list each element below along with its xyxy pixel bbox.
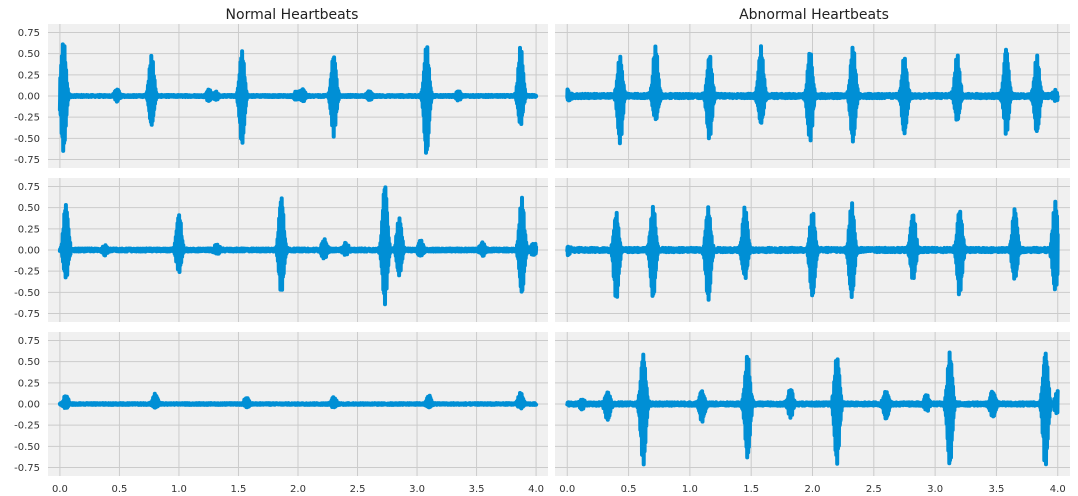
subplot-normal-row-1: 0.75 0.50 0.25 0.00 -0.25 -0.50 -0.75: [14, 24, 548, 168]
y-tick-label: 0.25: [18, 70, 40, 81]
y-tick-label: -0.25: [14, 113, 40, 124]
y-tick-label: 0.50: [18, 357, 40, 368]
x-tick-label: 0.0: [559, 484, 575, 495]
subplot-grid: 0.750.500.250.00-0.25-0.50-0.750.750.500…: [14, 24, 1070, 495]
x-tick-label: 1.5: [231, 484, 247, 495]
x-tick-label: 2.0: [290, 484, 306, 495]
title-abnormal-heartbeats: Abnormal Heartbeats: [739, 7, 889, 23]
y-tick-label: -0.25: [14, 421, 40, 432]
waveform-line: [57, 42, 539, 155]
x-tick-label: 0.5: [111, 484, 127, 495]
subplot-abnormal-row-1: [555, 24, 1070, 168]
y-tick-label: -0.25: [14, 267, 40, 278]
x-tick-label: 0.5: [621, 484, 637, 495]
waveform-line: [57, 185, 539, 307]
y-tick-label: -0.75: [14, 309, 40, 320]
y-tick-label: 0.75: [18, 182, 40, 193]
title-normal-heartbeats: Normal Heartbeats: [226, 7, 359, 23]
x-tick-label: 3.0: [409, 484, 425, 495]
x-tick-label: 2.5: [866, 484, 882, 495]
y-tick-label: -0.50: [14, 288, 40, 299]
waveform-line: [57, 391, 539, 411]
y-tick-label: 0.25: [18, 224, 40, 235]
y-tick-label: 0.50: [18, 203, 40, 214]
x-tick-label: 4.0: [528, 484, 544, 495]
x-tick-label: 1.5: [743, 484, 759, 495]
x-tick-label: 3.5: [469, 484, 485, 495]
x-tick-label: 1.0: [171, 484, 187, 495]
y-tick-label: -0.50: [14, 134, 40, 145]
waveform-line: [565, 199, 1060, 302]
y-tick-label: 0.25: [18, 378, 40, 389]
x-tick-label: 4.0: [1050, 484, 1066, 495]
y-tick-label: 0.75: [18, 336, 40, 347]
y-tick-label: 0.75: [18, 28, 40, 39]
y-tick-label: 0.00: [18, 92, 40, 103]
x-tick-label: 1.0: [682, 484, 698, 495]
subplot-normal-row-3: 0.75 0.50 0.25 0.00 -0.25 -0.50 -0.75 0.0 0.5 1.0…: [14, 332, 548, 495]
y-tick-label: 0.50: [18, 49, 40, 60]
subplot-normal-row-2: 0.75 0.50 0.25 0.00 -0.25 -0.50 -0.75: [14, 178, 548, 322]
y-tick-label: -0.50: [14, 442, 40, 453]
x-tick-label: 2.5: [350, 484, 366, 495]
x-tick-label: 3.5: [988, 484, 1004, 495]
subplot-abnormal-row-3: 0.0 0.5 1.0 1.5 2.0 2.5 3.0 3.5 4.0: [555, 332, 1070, 495]
waveform-line: [565, 350, 1060, 467]
x-tick-label: 2.0: [805, 484, 821, 495]
x-tick-label: 3.0: [927, 484, 943, 495]
waveform-line: [565, 44, 1060, 146]
y-tick-label: -0.75: [14, 155, 40, 166]
y-tick-label: 0.00: [18, 400, 40, 411]
subplot-abnormal-row-2: [555, 178, 1070, 322]
x-tick-label: 0.0: [52, 484, 68, 495]
y-tick-label: 0.00: [18, 246, 40, 257]
y-tick-label: -0.75: [14, 463, 40, 474]
